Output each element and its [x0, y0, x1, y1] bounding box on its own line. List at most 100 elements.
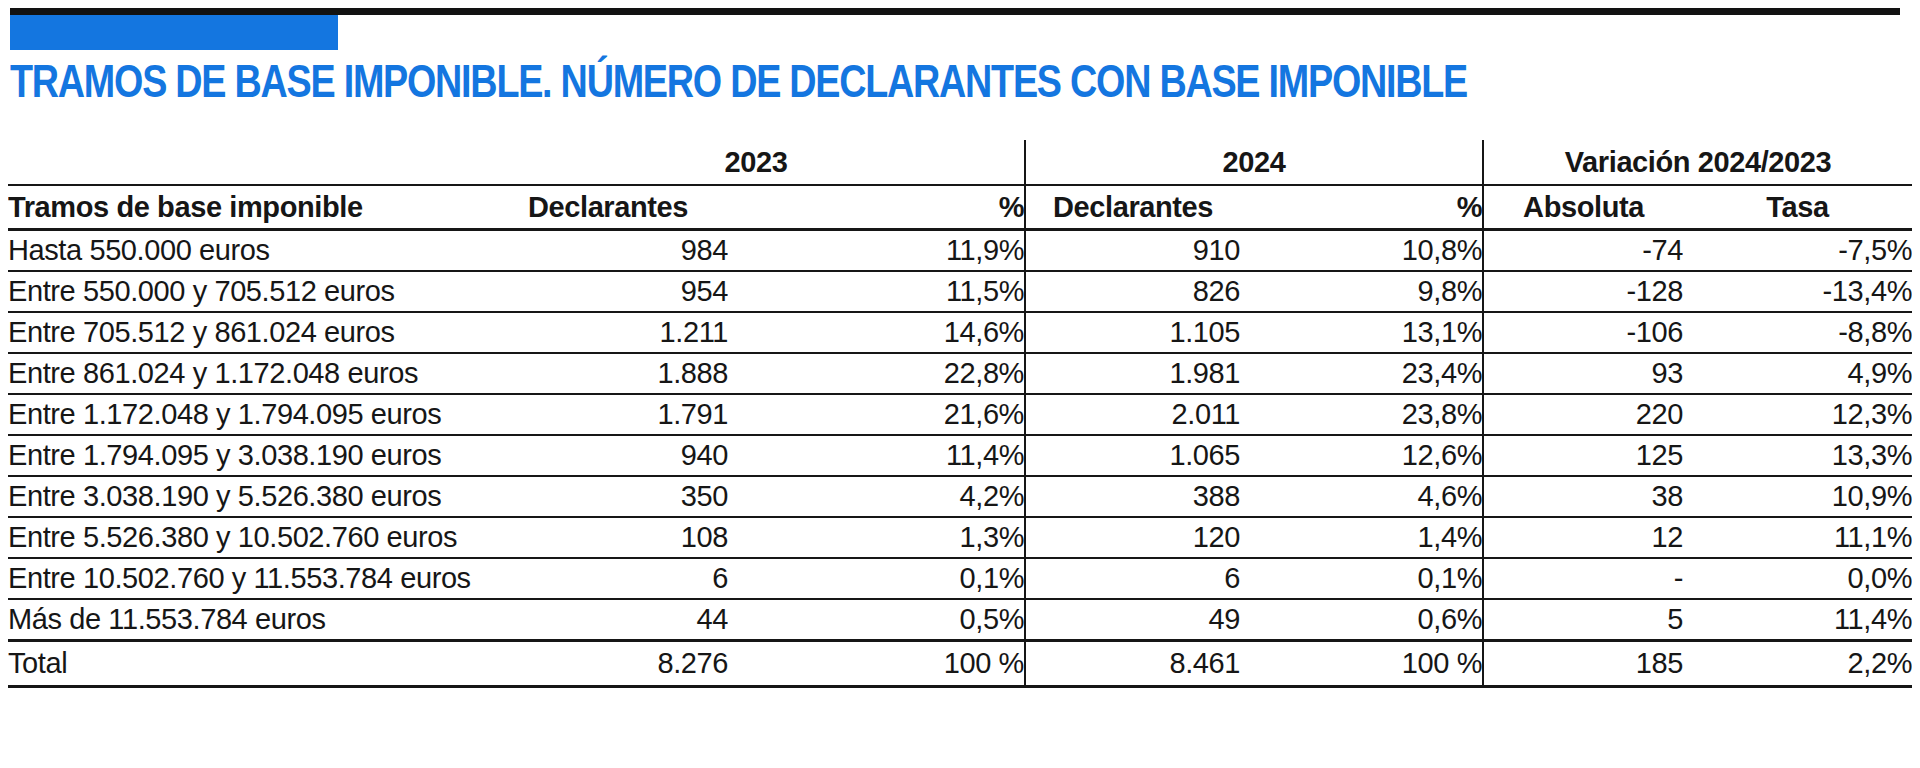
- group-header-2023: 2023: [488, 140, 1025, 185]
- cell-pct-2024: 23,4%: [1240, 353, 1483, 394]
- group-header-empty: [8, 140, 488, 185]
- cell-pct-2024: 1,4%: [1240, 517, 1483, 558]
- cell-declarantes-2023: 350: [488, 476, 728, 517]
- cell-variacion-tasa: 11,1%: [1683, 517, 1912, 558]
- cell-pct-2024: 4,6%: [1240, 476, 1483, 517]
- cell-total-declarantes-2023: 8.276: [488, 641, 728, 687]
- column-header-pct-2023: %: [728, 185, 1025, 230]
- top-black-rule: [10, 8, 1900, 15]
- cell-tramo-label: Entre 1.794.095 y 3.038.190 euros: [8, 435, 488, 476]
- cell-variacion-tasa: 10,9%: [1683, 476, 1912, 517]
- cell-total-declarantes-2024: 8.461: [1025, 641, 1240, 687]
- column-header-row: Tramos de base imponible Declarantes % D…: [8, 185, 1912, 230]
- cell-pct-2024: 10,8%: [1240, 230, 1483, 272]
- cell-declarantes-2024: 120: [1025, 517, 1240, 558]
- cell-tramo-label: Entre 10.502.760 y 11.553.784 euros: [8, 558, 488, 599]
- cell-variacion-tasa: -7,5%: [1683, 230, 1912, 272]
- cell-pct-2023: 4,2%: [728, 476, 1025, 517]
- cell-variacion-tasa: 13,3%: [1683, 435, 1912, 476]
- cell-pct-2024: 12,6%: [1240, 435, 1483, 476]
- cell-tramo-label: Entre 1.172.048 y 1.794.095 euros: [8, 394, 488, 435]
- cell-declarantes-2023: 1.211: [488, 312, 728, 353]
- table-row: Hasta 550.000 euros98411,9%91010,8%-74-7…: [8, 230, 1912, 272]
- column-header-declarantes-2024: Declarantes: [1025, 185, 1240, 230]
- cell-declarantes-2024: 388: [1025, 476, 1240, 517]
- table-row: Entre 705.512 y 861.024 euros1.21114,6%1…: [8, 312, 1912, 353]
- cell-variacion-tasa: 12,3%: [1683, 394, 1912, 435]
- cell-variacion-absoluta: 5: [1483, 599, 1683, 641]
- cell-declarantes-2023: 984: [488, 230, 728, 272]
- cell-declarantes-2024: 1.065: [1025, 435, 1240, 476]
- total-row: Total 8.276 100 % 8.461 100 % 185 2,2%: [8, 641, 1912, 687]
- cell-variacion-tasa: -13,4%: [1683, 271, 1912, 312]
- table-row: Entre 861.024 y 1.172.048 euros1.88822,8…: [8, 353, 1912, 394]
- table-row: Entre 550.000 y 705.512 euros95411,5%826…: [8, 271, 1912, 312]
- cell-declarantes-2023: 1.791: [488, 394, 728, 435]
- cell-tramo-label: Hasta 550.000 euros: [8, 230, 488, 272]
- cell-pct-2023: 11,4%: [728, 435, 1025, 476]
- cell-tramo-label: Entre 5.526.380 y 10.502.760 euros: [8, 517, 488, 558]
- table-row: Entre 3.038.190 y 5.526.380 euros3504,2%…: [8, 476, 1912, 517]
- cell-variacion-absoluta: 38: [1483, 476, 1683, 517]
- cell-variacion-absoluta: -128: [1483, 271, 1683, 312]
- column-header-tasa: Tasa: [1683, 185, 1912, 230]
- column-header-pct-2024: %: [1240, 185, 1483, 230]
- cell-declarantes-2024: 2.011: [1025, 394, 1240, 435]
- cell-pct-2024: 23,8%: [1240, 394, 1483, 435]
- column-header-declarantes-2023: Declarantes: [488, 185, 728, 230]
- cell-variacion-absoluta: 220: [1483, 394, 1683, 435]
- cell-tramo-label: Entre 861.024 y 1.172.048 euros: [8, 353, 488, 394]
- cell-declarantes-2024: 49: [1025, 599, 1240, 641]
- cell-pct-2024: 0,1%: [1240, 558, 1483, 599]
- cell-declarantes-2024: 826: [1025, 271, 1240, 312]
- cell-variacion-tasa: 4,9%: [1683, 353, 1912, 394]
- page-title: TRAMOS DE BASE IMPONIBLE. NÚMERO DE DECL…: [10, 54, 1467, 108]
- cell-pct-2023: 11,9%: [728, 230, 1025, 272]
- cell-tramo-label: Entre 705.512 y 861.024 euros: [8, 312, 488, 353]
- cell-total-variacion-absoluta: 185: [1483, 641, 1683, 687]
- cell-pct-2023: 0,5%: [728, 599, 1025, 641]
- cell-tramo-label: Más de 11.553.784 euros: [8, 599, 488, 641]
- cell-pct-2023: 14,6%: [728, 312, 1025, 353]
- cell-tramo-label: Entre 550.000 y 705.512 euros: [8, 271, 488, 312]
- cell-declarantes-2023: 1.888: [488, 353, 728, 394]
- table-row: Entre 1.794.095 y 3.038.190 euros94011,4…: [8, 435, 1912, 476]
- cell-variacion-absoluta: -: [1483, 558, 1683, 599]
- cell-declarantes-2024: 6: [1025, 558, 1240, 599]
- cell-total-label: Total: [8, 641, 488, 687]
- table-row: Entre 5.526.380 y 10.502.760 euros1081,3…: [8, 517, 1912, 558]
- cell-pct-2024: 9,8%: [1240, 271, 1483, 312]
- table-row: Más de 11.553.784 euros440,5%490,6%511,4…: [8, 599, 1912, 641]
- cell-declarantes-2024: 1.105: [1025, 312, 1240, 353]
- cell-declarantes-2023: 6: [488, 558, 728, 599]
- group-header-variacion: Variación 2024/2023: [1483, 140, 1912, 185]
- cell-declarantes-2023: 108: [488, 517, 728, 558]
- cell-pct-2023: 11,5%: [728, 271, 1025, 312]
- cell-variacion-absoluta: 12: [1483, 517, 1683, 558]
- column-header-tramos: Tramos de base imponible: [8, 185, 488, 230]
- group-header-row: 2023 2024 Variación 2024/2023: [8, 140, 1912, 185]
- cell-pct-2023: 21,6%: [728, 394, 1025, 435]
- cell-total-pct-2024: 100 %: [1240, 641, 1483, 687]
- cell-pct-2023: 1,3%: [728, 517, 1025, 558]
- base-imponible-table: 2023 2024 Variación 2024/2023 Tramos de …: [8, 140, 1912, 688]
- blue-accent-bar: [10, 15, 338, 50]
- cell-pct-2023: 22,8%: [728, 353, 1025, 394]
- cell-declarantes-2023: 940: [488, 435, 728, 476]
- cell-declarantes-2023: 954: [488, 271, 728, 312]
- cell-total-pct-2023: 100 %: [728, 641, 1025, 687]
- cell-variacion-tasa: 11,4%: [1683, 599, 1912, 641]
- cell-variacion-tasa: 0,0%: [1683, 558, 1912, 599]
- cell-pct-2023: 0,1%: [728, 558, 1025, 599]
- cell-variacion-absoluta: 125: [1483, 435, 1683, 476]
- table-row: Entre 1.172.048 y 1.794.095 euros1.79121…: [8, 394, 1912, 435]
- cell-declarantes-2023: 44: [488, 599, 728, 641]
- cell-declarantes-2024: 1.981: [1025, 353, 1240, 394]
- cell-pct-2024: 13,1%: [1240, 312, 1483, 353]
- cell-variacion-absoluta: -106: [1483, 312, 1683, 353]
- cell-declarantes-2024: 910: [1025, 230, 1240, 272]
- cell-variacion-absoluta: 93: [1483, 353, 1683, 394]
- cell-tramo-label: Entre 3.038.190 y 5.526.380 euros: [8, 476, 488, 517]
- cell-variacion-absoluta: -74: [1483, 230, 1683, 272]
- column-header-absoluta: Absoluta: [1483, 185, 1683, 230]
